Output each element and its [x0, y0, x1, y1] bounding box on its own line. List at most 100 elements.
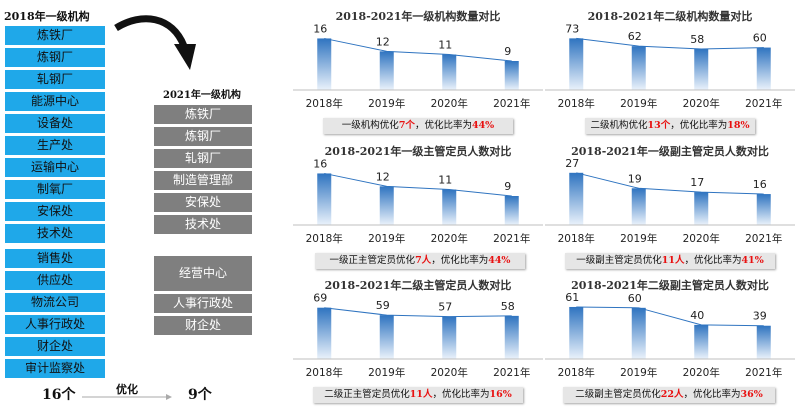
- bar: [631, 46, 646, 90]
- data-label: 73: [565, 22, 579, 35]
- chart-svg: 69 2018年 59 2019年 57 2020年 58 2021年: [293, 292, 543, 379]
- data-label: 62: [628, 30, 642, 43]
- chart-6: 2018-2021年二级副主管定员人数对比 61 2018年 60 2019年 40 202…: [545, 277, 795, 412]
- x-tick-label: 2021年: [745, 366, 782, 379]
- x-tick-label: 2018年: [558, 97, 595, 110]
- data-label: 60: [628, 292, 642, 305]
- org-2018-item: 审计监察处: [5, 359, 105, 378]
- org-2018-item: 设备处: [5, 114, 105, 133]
- note-n: 11人: [661, 255, 685, 266]
- x-tick-label: 2021年: [745, 232, 782, 245]
- bar: [317, 173, 332, 225]
- org-2018-item: 生产处: [5, 136, 105, 155]
- bar: [379, 51, 394, 90]
- org-2018-item: 轧钢厂: [5, 70, 105, 89]
- chart-svg: 16 2018年 12 2019年 11 2020年 9 2021年: [293, 22, 543, 110]
- data-label: 61: [565, 291, 579, 304]
- list-2018: 炼铁厂 炼钢厂 轧钢厂 能源中心 设备处 生产处 运输中心 制氧厂 安保处 技术处 销售处 供应处 物流…: [5, 26, 105, 381]
- bar: [504, 315, 519, 359]
- data-label: 16: [313, 22, 327, 35]
- x-tick-label: 2020年: [683, 97, 720, 110]
- count-2018: 16个: [42, 387, 76, 403]
- bar: [379, 315, 394, 359]
- x-tick-label: 2021年: [493, 97, 530, 110]
- chart-1: 2018-2021年一级机构数量对比 16 2018年 12 2019年 11 2020年 9…: [293, 8, 543, 143]
- note-mid: ，优化比率为: [431, 255, 489, 266]
- x-tick-label: 2019年: [620, 97, 657, 110]
- x-tick-label: 2019年: [620, 366, 657, 379]
- trend-line: [324, 172, 512, 197]
- x-tick-label: 2021年: [493, 366, 530, 379]
- org-2021-item: 经营中心: [154, 256, 252, 291]
- note-pct: 16%: [489, 389, 512, 400]
- org-2018-item: 人事行政处: [5, 315, 105, 334]
- note-pct: 41%: [741, 255, 764, 266]
- data-label: 9: [504, 180, 511, 193]
- chart-title: 2018-2021年二级主管定员人数对比: [324, 279, 512, 292]
- bar: [569, 172, 584, 225]
- note-mid: ，优化比率为: [670, 120, 728, 131]
- org-2018-item: 技术处: [5, 224, 105, 243]
- org-2018-item: 能源中心: [5, 92, 105, 111]
- data-label: 58: [501, 300, 515, 313]
- org-2018-item: 制氧厂: [5, 180, 105, 199]
- bar: [442, 54, 457, 90]
- x-tick-label: 2019年: [368, 97, 405, 110]
- x-tick-label: 2020年: [431, 232, 468, 245]
- org-2021-item: 技术处: [154, 215, 252, 234]
- chart-svg: 73 2018年 62 2019年 58 2020年 60 2021年: [545, 22, 795, 110]
- x-tick-label: 2019年: [620, 232, 657, 245]
- chart-2: 2018-2021年二级机构数量对比 73 2018年 62 2019年 58 2020年 6…: [545, 8, 795, 143]
- bar: [756, 47, 771, 90]
- note-prefix: 二级副主管定员优化: [575, 389, 661, 400]
- note-prefix: 一级正主管定员优化: [329, 255, 416, 266]
- optimization-note: 二级机构优化13个，优化比率为18%: [585, 118, 755, 134]
- bar: [694, 48, 709, 90]
- note-n: 13个: [647, 120, 671, 131]
- note-n: 7个: [398, 120, 415, 131]
- data-label: 11: [438, 39, 452, 52]
- note-mid: ，优化比率为: [414, 120, 472, 131]
- bar: [379, 186, 394, 225]
- count-2021: 9个: [188, 387, 212, 403]
- note-mid: ，优化比率为: [683, 389, 741, 400]
- data-label: 12: [376, 35, 390, 48]
- note-n: 22人: [660, 389, 684, 400]
- note-pct: 44%: [488, 255, 511, 266]
- data-label: 11: [438, 174, 452, 187]
- x-tick-label: 2019年: [368, 232, 405, 245]
- org-2021-item: 轧钢厂: [154, 149, 252, 168]
- optimize-label: 优化: [116, 383, 138, 396]
- x-tick-label: 2021年: [493, 232, 530, 245]
- chart-5: 2018-2021年二级主管定员人数对比 69 2018年 59 2019年 57 2020…: [293, 277, 543, 412]
- org-2018-item: 销售处: [5, 249, 105, 268]
- x-tick-label: 2019年: [368, 366, 405, 379]
- org-2021-item: 人事行政处: [154, 294, 252, 313]
- data-label: 39: [753, 310, 767, 323]
- org-2018-item: 物流公司: [5, 293, 105, 312]
- org-2021-item: 财企处: [154, 316, 252, 335]
- chart-title: 2018-2021年一级主管定员人数对比: [324, 145, 512, 158]
- data-label: 19: [628, 172, 642, 185]
- data-label: 16: [753, 178, 767, 191]
- org-2018-item: 安保处: [5, 202, 105, 221]
- trend-line: [576, 306, 764, 327]
- data-label: 9: [504, 45, 511, 58]
- bar: [694, 192, 709, 225]
- title-2018: 2018年一级机构: [4, 10, 90, 23]
- x-tick-label: 2020年: [683, 232, 720, 245]
- org-2018-item: 炼钢厂: [5, 48, 105, 67]
- optimization-note: 二级副主管定员优化22人，优化比率为36%: [563, 387, 775, 403]
- optimization-note: 一级副主管定员优化11人，优化比率为41%: [565, 253, 775, 269]
- data-label: 12: [376, 170, 390, 183]
- org-2018-item: 供应处: [5, 271, 105, 290]
- note-pct: 36%: [740, 389, 763, 400]
- note-n: 7人: [415, 255, 432, 266]
- bar: [756, 194, 771, 225]
- chart-title: 2018-2021年一级机构数量对比: [335, 10, 501, 23]
- bar: [504, 196, 519, 225]
- note-prefix: 一级机构优化: [341, 120, 399, 131]
- bar: [631, 188, 646, 225]
- bar: [317, 38, 332, 90]
- bar: [569, 38, 584, 90]
